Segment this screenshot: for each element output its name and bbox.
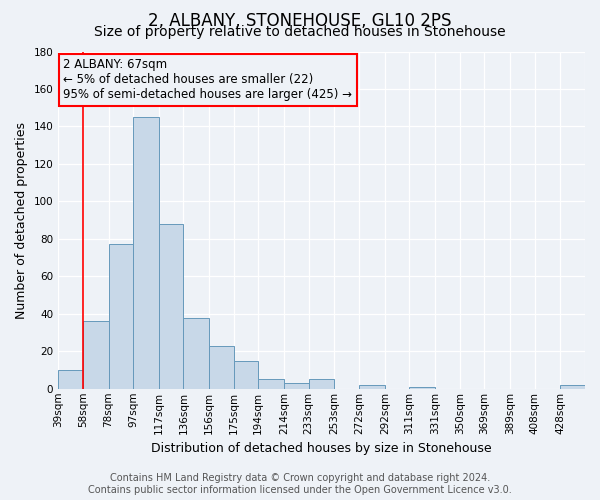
Bar — [209, 346, 234, 389]
Bar — [83, 322, 109, 389]
Bar — [284, 383, 308, 389]
Bar — [109, 244, 133, 389]
Bar — [133, 117, 159, 389]
Bar — [259, 380, 284, 389]
Y-axis label: Number of detached properties: Number of detached properties — [15, 122, 28, 318]
Bar — [560, 385, 585, 389]
X-axis label: Distribution of detached houses by size in Stonehouse: Distribution of detached houses by size … — [151, 442, 492, 455]
Bar — [409, 387, 435, 389]
Bar — [308, 380, 334, 389]
Text: 2 ALBANY: 67sqm
← 5% of detached houses are smaller (22)
95% of semi-detached ho: 2 ALBANY: 67sqm ← 5% of detached houses … — [64, 58, 352, 101]
Bar — [159, 224, 184, 389]
Text: 2, ALBANY, STONEHOUSE, GL10 2PS: 2, ALBANY, STONEHOUSE, GL10 2PS — [148, 12, 452, 30]
Text: Contains HM Land Registry data © Crown copyright and database right 2024.
Contai: Contains HM Land Registry data © Crown c… — [88, 474, 512, 495]
Bar — [359, 385, 385, 389]
Bar — [234, 360, 259, 389]
Bar — [184, 318, 209, 389]
Bar — [58, 370, 83, 389]
Text: Size of property relative to detached houses in Stonehouse: Size of property relative to detached ho… — [94, 25, 506, 39]
